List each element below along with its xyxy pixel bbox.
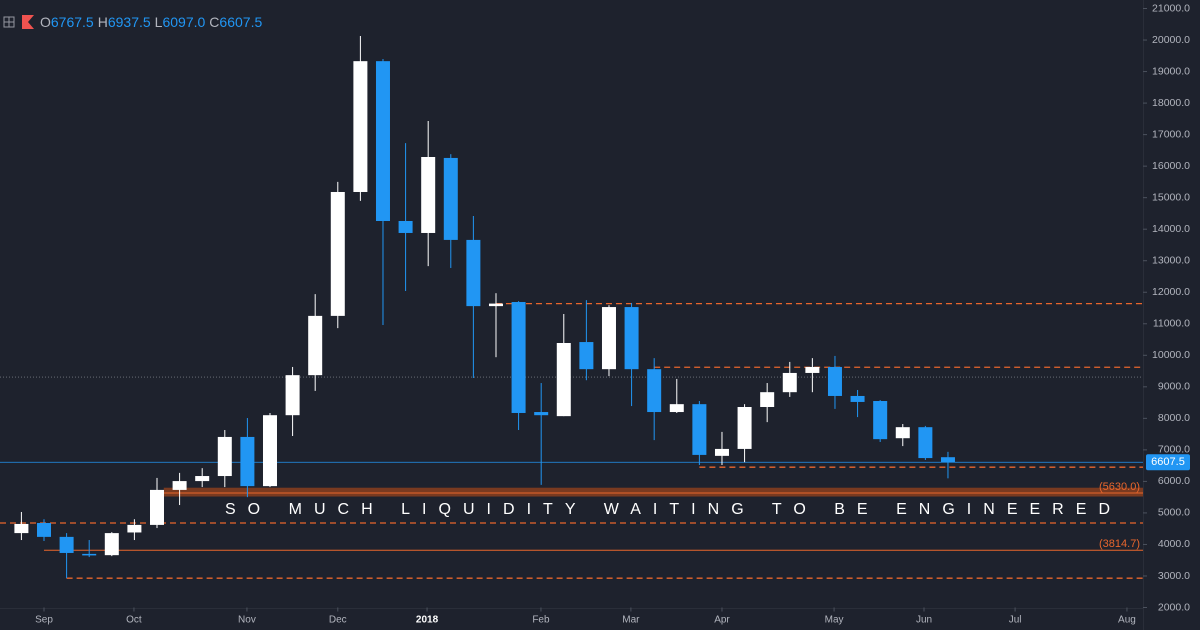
candle-body xyxy=(375,61,390,221)
candle-body xyxy=(330,191,345,316)
x-tick-label: Feb xyxy=(532,615,550,626)
x-tick-label: Dec xyxy=(329,615,347,626)
readout-key: H xyxy=(98,14,108,30)
candle-body xyxy=(692,404,707,455)
candle-body xyxy=(714,448,729,456)
x-tick-label: Nov xyxy=(238,615,256,626)
toolbar-icons[interactable] xyxy=(3,15,34,29)
y-tick-label: 15000.0 xyxy=(1152,191,1190,203)
candle-body xyxy=(14,523,29,534)
candle-body xyxy=(127,524,142,533)
y-tick-label: 20000.0 xyxy=(1152,34,1190,46)
candle-body xyxy=(398,220,413,233)
candle-body xyxy=(805,366,820,373)
readout-value: 6937.5 xyxy=(108,14,151,30)
candle-body xyxy=(104,533,119,556)
candle-body xyxy=(534,412,549,416)
x-tick-label: Oct xyxy=(126,615,142,626)
candle-body xyxy=(240,436,255,487)
y-tick-label: 9000.0 xyxy=(1158,381,1190,393)
flag-icon[interactable] xyxy=(22,15,34,29)
candle-body xyxy=(443,157,458,240)
zone-label: (5630.0) xyxy=(1099,481,1140,493)
y-tick-label: 2000.0 xyxy=(1158,601,1190,613)
x-tick-label: Jun xyxy=(916,615,932,626)
y-tick-label: 19000.0 xyxy=(1152,65,1190,77)
y-tick-label: 5000.0 xyxy=(1158,507,1190,519)
candle-body xyxy=(850,395,865,402)
candle-body xyxy=(669,404,684,413)
x-tick-label: 2018 xyxy=(416,615,439,626)
candle-body xyxy=(172,481,187,490)
y-tick-label: 4000.0 xyxy=(1158,538,1190,550)
x-tick-label: Aug xyxy=(1118,615,1136,626)
readout-key: O xyxy=(40,14,51,30)
readout-value: 6607.5 xyxy=(219,14,262,30)
x-tick-label: Jul xyxy=(1009,615,1022,626)
y-tick-label: 13000.0 xyxy=(1152,254,1190,266)
candle-body xyxy=(488,303,503,307)
last-price-tag xyxy=(1146,454,1190,471)
readout-key: C xyxy=(209,14,219,30)
candle-body xyxy=(37,523,52,537)
candle-body xyxy=(195,476,210,482)
y-tick-label: 14000.0 xyxy=(1152,223,1190,235)
x-tick-label: Apr xyxy=(714,615,730,626)
candle-body xyxy=(760,392,775,407)
readout-key: L xyxy=(155,14,163,30)
candle-body xyxy=(782,372,797,393)
y-tick-label: 18000.0 xyxy=(1152,97,1190,109)
candle-body xyxy=(556,342,571,417)
candle-body xyxy=(940,457,955,463)
y-tick-label: 11000.0 xyxy=(1153,318,1190,330)
candle-body xyxy=(511,302,526,413)
candle-body xyxy=(262,415,277,487)
candle-body xyxy=(149,489,164,525)
candle-body xyxy=(285,375,300,416)
candle-body xyxy=(59,536,74,553)
y-tick-label: 8000.0 xyxy=(1158,412,1190,424)
liquidity-zone xyxy=(163,487,1144,497)
candle-body xyxy=(647,369,662,413)
candle-body xyxy=(82,553,97,556)
readout-value: 6097.0 xyxy=(162,14,205,30)
candle-body xyxy=(421,156,436,233)
x-tick-label: May xyxy=(825,615,844,626)
level-label: (3814.7) xyxy=(1099,538,1140,550)
candle-body xyxy=(895,427,910,439)
candle-body xyxy=(308,315,323,376)
y-tick-label: 7000.0 xyxy=(1158,444,1190,456)
y-tick-label: 6000.0 xyxy=(1158,475,1190,487)
y-tick-label: 21000.0 xyxy=(1152,2,1190,14)
last-price-label: 6607.5 xyxy=(1151,456,1185,468)
candle-body xyxy=(873,401,888,440)
x-tick-label: Sep xyxy=(35,615,53,626)
candle-body xyxy=(353,61,368,192)
x-tick-label: Mar xyxy=(622,615,640,626)
y-tick-label: 3000.0 xyxy=(1158,570,1190,582)
candle-body xyxy=(579,342,594,370)
candle-body xyxy=(466,239,481,307)
y-tick-label: 12000.0 xyxy=(1152,286,1190,298)
readout-value: 6767.5 xyxy=(51,14,94,30)
candle-body xyxy=(217,436,232,477)
candle-body xyxy=(624,307,639,370)
candle-body xyxy=(737,406,752,449)
candle-body xyxy=(918,427,933,459)
candle-body xyxy=(601,307,616,370)
y-tick-label: 17000.0 xyxy=(1152,128,1190,140)
y-tick-label: 10000.0 xyxy=(1152,349,1190,361)
ohlc-readout: O6767.5 H6937.5 L6097.0 C6607.5 xyxy=(40,14,262,30)
candle-body xyxy=(827,366,842,396)
y-tick-label: 16000.0 xyxy=(1152,160,1190,172)
